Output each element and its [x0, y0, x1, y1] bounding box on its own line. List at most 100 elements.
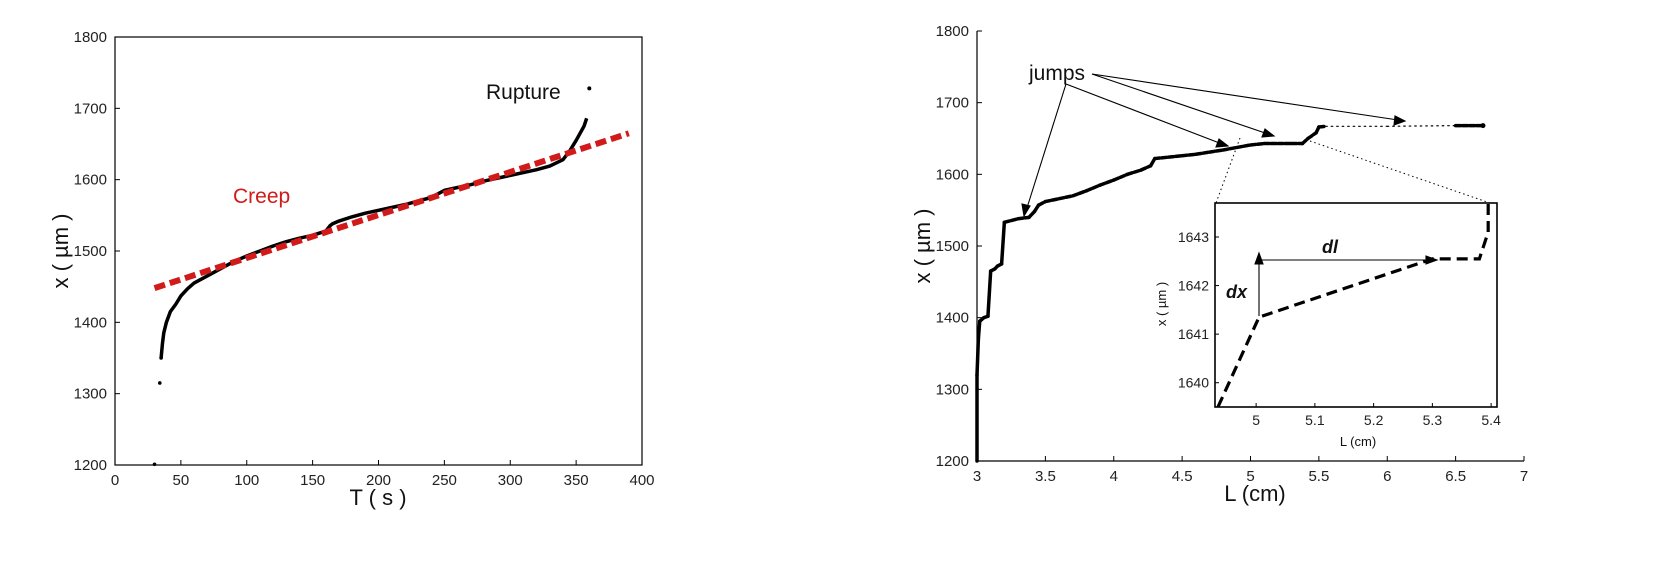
zoom-inset-x-tick-label: 5.1	[1305, 412, 1325, 428]
jumps-chart-y-tick-label: 1200	[936, 453, 969, 470]
creep-chart-y-tick-label: 1700	[74, 100, 107, 117]
jumps-chart-x-tick-label: 7	[1520, 468, 1528, 485]
jump-arrow-3-head	[1261, 128, 1276, 138]
creep-chart-y-tick-label: 1400	[74, 314, 107, 331]
jumps-chart-x-tick-label: 6	[1383, 468, 1391, 485]
jump-arrow-2-head	[1215, 138, 1230, 148]
zoom-inset-x-tick-label: 5.4	[1481, 412, 1501, 428]
jumps-chart-y-tick-label: 1500	[936, 238, 969, 255]
front-segment	[1084, 183, 1102, 193]
creep-chart: 0 50 100 150 200 250 300 350 400 1200 1300 1400 150…	[48, 29, 655, 510]
zoom-inset: 5 5.1 5.2 5.3 5.4 1640 1641 1642 1643 L (cm) x …	[1154, 202, 1501, 449]
creep-chart-y-tick-label: 1500	[74, 243, 107, 260]
zoom-inset-curve	[1216, 203, 1490, 408]
creep-chart-x-tick-label: 250	[432, 472, 457, 489]
dx-annotation: dx	[1226, 282, 1248, 302]
creep-chart-x-tick-label: 50	[173, 472, 190, 489]
jump-arrow-2	[1065, 83, 1223, 145]
front-segment	[1002, 217, 1020, 225]
front-segment	[1125, 168, 1143, 177]
creep-chart-x-tick-label: 300	[498, 472, 523, 489]
zoom-inset-x-tick-label: 5.3	[1423, 412, 1443, 428]
front-segment	[999, 220, 1007, 266]
creep-chart-x-tick-label: 400	[629, 472, 654, 489]
jumps-chart-y-tick-label: 1800	[936, 23, 969, 40]
jumps-chart-x-tick-label: 3	[973, 468, 981, 485]
creep-chart-y-tick-label: 1600	[74, 172, 107, 189]
jumps-chart-x-ticks: 3 3.5 4 4.5 5 5.5 6 6.5 7	[973, 456, 1528, 485]
creep-chart-x-tick-label: 200	[366, 472, 391, 489]
front-segment	[1180, 152, 1198, 158]
front-segment	[1098, 178, 1116, 187]
creep-chart-y-tick-label: 1300	[74, 386, 107, 403]
creep-chart-y-tick-label: 1800	[74, 29, 107, 46]
creep-chart-x-tick-label: 350	[564, 472, 589, 489]
jumps-chart-x-tick-label: 6.5	[1445, 468, 1466, 485]
front-segment	[976, 319, 982, 341]
jumps-chart: 3 3.5 4 4.5 5 5.5 6 6.5 7 1200 1300 1400 1500 1600 17…	[910, 23, 1528, 506]
jumps-chart-x-tick-label: 4.5	[1172, 468, 1193, 485]
rupture-point	[587, 86, 592, 91]
front-segment	[1070, 189, 1089, 198]
jumps-chart-y-tick-label: 1400	[936, 310, 969, 327]
front-segment	[975, 337, 981, 377]
jumps-chart-x-tick-label: 5.5	[1308, 468, 1329, 485]
jumps-chart-y-label: x ( µm )	[910, 209, 935, 284]
jumps-chart-y-tick-label: 1300	[936, 381, 969, 398]
rupture-annotation: Rupture	[486, 81, 561, 104]
creep-fit-line	[153, 130, 630, 291]
front-segment	[1317, 124, 1328, 129]
jumps-chart-y-tick-label: 1600	[936, 166, 969, 183]
zoom-inset-y-tick-label: 1640	[1178, 375, 1209, 391]
zoom-inset-x-tick-label: 5.2	[1364, 412, 1384, 428]
creep-chart-x-tick-label: 100	[234, 472, 259, 489]
position-point	[157, 381, 162, 385]
dl-arrow-head	[1425, 255, 1439, 265]
zoom-inset-y-ticks: 1640 1641 1642 1643	[1178, 229, 1219, 391]
jumps-chart-x-tick-label: 5	[1246, 468, 1254, 485]
creep-chart-x-label: T ( s )	[349, 485, 406, 510]
creep-chart-x-tick-label: 150	[300, 472, 325, 489]
creep-chart-y-ticks: 1200 1300 1400 1500 1600 1700 1800	[74, 29, 120, 474]
creep-annotation: Creep	[233, 185, 290, 208]
jump-arrow-4-head	[1393, 115, 1407, 126]
zoom-inset-x-label: L (cm)	[1340, 434, 1376, 449]
front-segment	[1153, 153, 1184, 161]
front-segment	[986, 269, 993, 318]
jump-arrow-1-head	[1021, 203, 1031, 218]
zoom-inset-x-ticks: 5 5.1 5.2 5.3 5.4	[1252, 403, 1501, 428]
zoom-inset-y-tick-label: 1641	[1178, 326, 1209, 342]
position-point	[159, 356, 163, 360]
creep-chart-y-tick-label: 1200	[74, 457, 107, 474]
position-curve	[159, 117, 589, 359]
front-segment	[1016, 215, 1031, 221]
front-segment	[1386, 124, 1457, 127]
creep-chart-y-label: x ( µm )	[48, 214, 73, 289]
jumps-chart-x-tick-label: 4	[1110, 468, 1118, 485]
position-point	[152, 462, 157, 467]
zoom-guide-right	[1309, 140, 1491, 204]
front-segment	[1194, 148, 1225, 157]
jumps-chart-y-ticks: 1200 1300 1400 1500 1600 1700 1800	[936, 23, 982, 470]
front-segment	[1112, 172, 1130, 182]
front-segment	[1248, 141, 1266, 147]
dl-annotation: dl	[1322, 237, 1339, 257]
creep-chart-frame	[114, 36, 643, 466]
zoom-inset-y-tick-label: 1642	[1178, 278, 1209, 294]
jump-arrow-3	[1091, 73, 1269, 135]
jumps-chart-x-label: L (cm)	[1224, 481, 1286, 506]
jumps-annotation: jumps	[1028, 62, 1085, 85]
jump-arrow-4	[1091, 73, 1399, 121]
zoom-inset-frame	[1214, 202, 1498, 408]
zoom-inset-y-tick-label: 1643	[1178, 229, 1209, 245]
creep-chart-series	[152, 86, 630, 467]
zoom-inset-series	[1216, 203, 1490, 408]
creep-chart-x-ticks: 0 50 100 150 200 250 300 350 400	[111, 460, 655, 489]
zoom-inset-x-tick-label: 5	[1252, 412, 1260, 428]
zoom-inset-y-label: x ( µm )	[1154, 282, 1169, 326]
creep-chart-x-tick-label: 0	[111, 472, 119, 489]
front-segment	[1043, 196, 1061, 204]
front-segment	[1057, 194, 1075, 201]
jumps-chart-y-tick-label: 1700	[936, 95, 969, 112]
